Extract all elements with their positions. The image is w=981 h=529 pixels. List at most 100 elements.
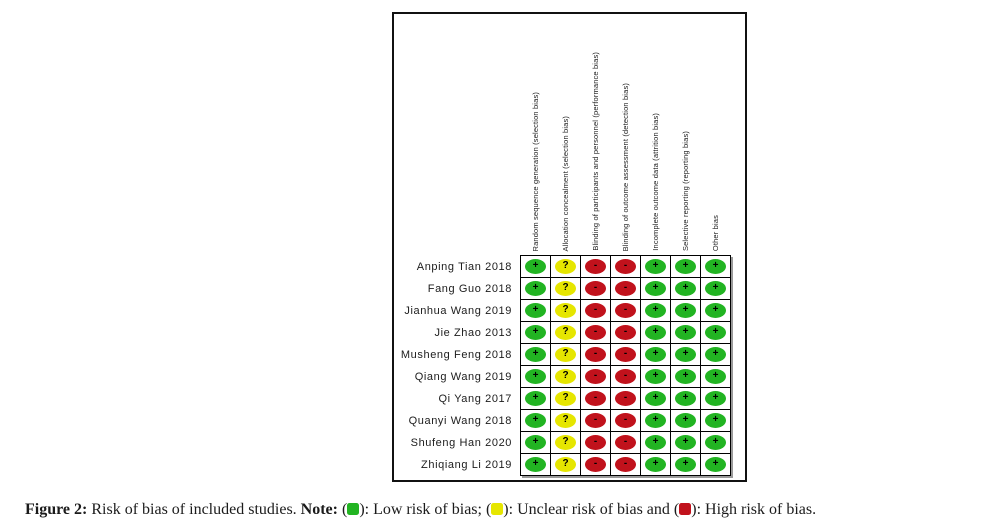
risk-cell: + — [641, 366, 671, 388]
risk-cell: - — [581, 322, 611, 344]
note-label: Note: — [300, 501, 338, 518]
risk-marker-high-icon: - — [615, 413, 636, 428]
risk-cell: + — [641, 300, 671, 322]
risk-marker-low-icon: + — [705, 391, 726, 406]
study-label: Qi Yang 2017 — [438, 393, 512, 405]
column-header: Blinding of outcome assessment (detectio… — [610, 14, 640, 255]
risk-cell: + — [521, 366, 551, 388]
risk-cell: + — [671, 256, 701, 278]
risk-marker-unclear-icon: ? — [555, 457, 576, 472]
risk-marker-unclear-icon: ? — [555, 391, 576, 406]
risk-cell: + — [671, 344, 701, 366]
column-header-label: Allocation concealment (selection bias) — [560, 115, 570, 252]
risk-marker-low-icon: + — [525, 325, 546, 340]
risk-marker-high-icon: - — [615, 457, 636, 472]
risk-marker-low-icon: + — [675, 325, 696, 340]
risk-cell: + — [641, 388, 671, 410]
risk-marker-low-icon: + — [645, 413, 666, 428]
risk-cell: + — [701, 344, 731, 366]
risk-cell: + — [641, 322, 671, 344]
column-header: Random sequence generation (selection bi… — [520, 14, 550, 255]
risk-cell: + — [671, 454, 701, 476]
risk-cell: + — [641, 410, 671, 432]
risk-marker-high-icon: - — [615, 391, 636, 406]
risk-marker-high-icon: - — [615, 435, 636, 450]
risk-cell: + — [521, 300, 551, 322]
risk-cell: + — [521, 454, 551, 476]
risk-marker-unclear-icon: ? — [555, 347, 576, 362]
risk-marker-low-icon: + — [705, 435, 726, 450]
risk-cell: + — [671, 300, 701, 322]
risk-grid: +? - - + + + +? - - + + + +? - - + + + +? - - + + + +? - - + + + +? - - +… — [520, 255, 731, 476]
risk-cell: ? — [551, 410, 581, 432]
risk-marker-low-icon: + — [675, 391, 696, 406]
risk-marker-high-icon: - — [615, 369, 636, 384]
risk-marker-unclear-icon: ? — [555, 259, 576, 274]
risk-marker-low-icon: + — [645, 391, 666, 406]
risk-cell: - — [611, 344, 641, 366]
risk-cell: + — [701, 410, 731, 432]
risk-cell: + — [521, 344, 551, 366]
legend-item: (): Unclear risk of bias and — [485, 501, 674, 518]
risk-marker-high-icon: - — [585, 391, 606, 406]
study-label: Qiang Wang 2019 — [414, 371, 512, 383]
risk-cell: - — [581, 344, 611, 366]
risk-marker-unclear-icon: ? — [555, 325, 576, 340]
risk-cell: + — [701, 366, 731, 388]
figure-caption: Figure 2: Risk of bias of included studi… — [25, 501, 970, 519]
risk-marker-low-icon: + — [525, 413, 546, 428]
risk-marker-high-icon: - — [585, 281, 606, 296]
risk-marker-low-icon: + — [645, 435, 666, 450]
risk-cell: - — [611, 322, 641, 344]
risk-of-bias-figure-panel: Random sequence generation (selection bi… — [392, 12, 747, 482]
risk-marker-high-icon: - — [585, 259, 606, 274]
risk-cell: - — [581, 366, 611, 388]
risk-cell: ? — [551, 256, 581, 278]
risk-marker-low-icon: + — [705, 413, 726, 428]
risk-cell: - — [581, 278, 611, 300]
risk-cell: - — [611, 366, 641, 388]
column-headers: Random sequence generation (selection bi… — [520, 14, 731, 255]
risk-cell: + — [521, 278, 551, 300]
risk-marker-low-icon: + — [525, 303, 546, 318]
risk-cell: ? — [551, 432, 581, 454]
study-label: Jie Zhao 2013 — [434, 327, 512, 339]
risk-marker-low-icon: + — [675, 457, 696, 472]
risk-marker-low-icon: + — [645, 281, 666, 296]
column-header: Blinding of participants and personnel (… — [580, 14, 610, 255]
risk-cell: + — [641, 256, 671, 278]
risk-cell: + — [521, 432, 551, 454]
risk-cell: + — [641, 344, 671, 366]
risk-marker-low-icon: + — [705, 259, 726, 274]
risk-marker-low-icon: + — [525, 347, 546, 362]
risk-cell: + — [701, 300, 731, 322]
risk-marker-low-icon: + — [705, 281, 726, 296]
risk-marker-high-icon: - — [585, 457, 606, 472]
risk-cell: - — [581, 300, 611, 322]
risk-marker-low-icon: + — [525, 369, 546, 384]
risk-cell: ? — [551, 366, 581, 388]
risk-marker-low-icon: + — [705, 457, 726, 472]
risk-marker-high-icon: - — [585, 347, 606, 362]
figure-label: Figure 2: — [25, 501, 88, 518]
legend-item: (): High risk of bias. — [673, 501, 817, 518]
study-label: Quanyi Wang 2018 — [408, 415, 512, 427]
legend-swatch-high-icon — [679, 503, 692, 515]
legend: (): Low risk of bias; (): Unclear risk o… — [342, 501, 816, 518]
risk-marker-low-icon: + — [705, 325, 726, 340]
column-header-label: Other bias — [710, 214, 720, 251]
risk-cell: - — [581, 410, 611, 432]
risk-marker-unclear-icon: ? — [555, 435, 576, 450]
study-label: Fang Guo 2018 — [427, 283, 512, 295]
risk-marker-unclear-icon: ? — [555, 369, 576, 384]
risk-cell: - — [611, 410, 641, 432]
risk-cell: - — [611, 388, 641, 410]
column-header-label: Selective reporting (reporting bias) — [680, 130, 690, 251]
risk-marker-low-icon: + — [525, 457, 546, 472]
risk-cell: + — [641, 432, 671, 454]
column-header-label: Blinding of outcome assessment (detectio… — [620, 82, 630, 251]
risk-cell: + — [671, 410, 701, 432]
risk-marker-low-icon: + — [675, 281, 696, 296]
column-header-label: Random sequence generation (selection bi… — [530, 91, 540, 251]
risk-cell: ? — [551, 388, 581, 410]
